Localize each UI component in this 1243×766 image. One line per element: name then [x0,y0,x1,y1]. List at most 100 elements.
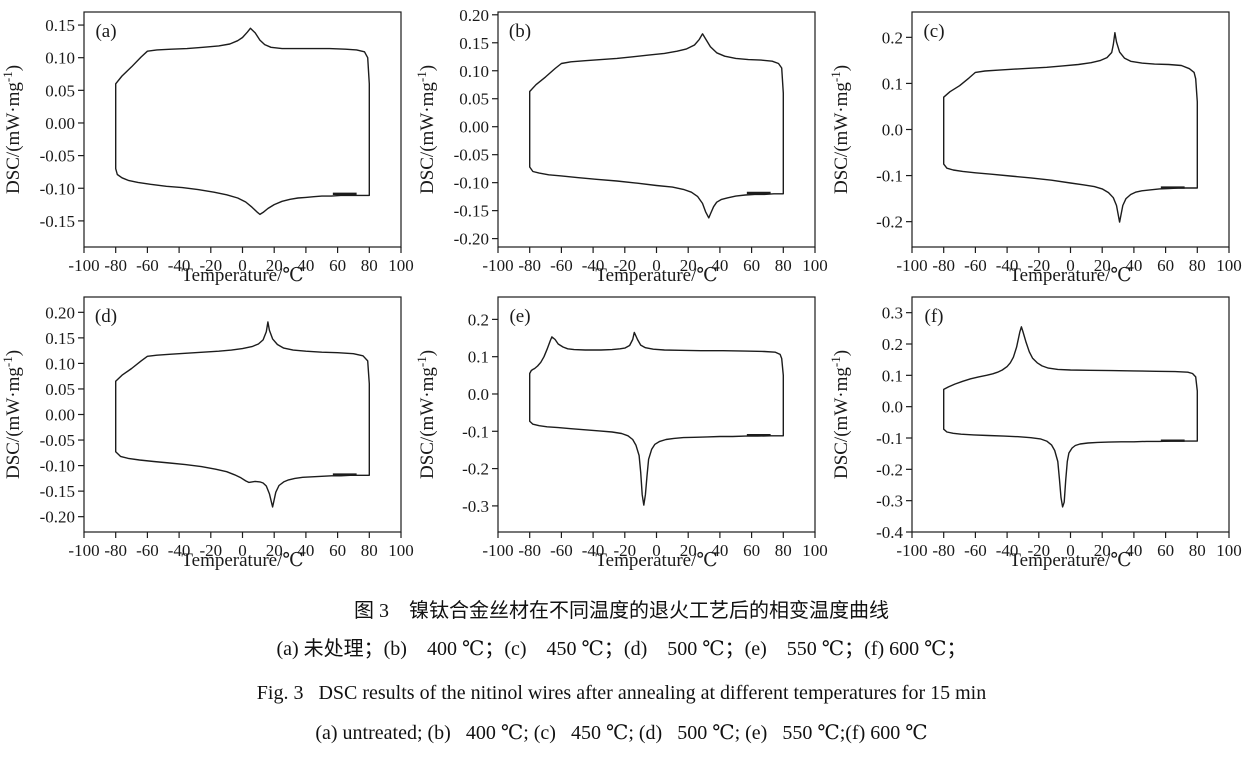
svg-text:-0.05: -0.05 [40,147,75,166]
svg-text:0.0: 0.0 [468,385,489,404]
svg-text:60: 60 [743,256,760,275]
svg-text:Temperature/℃: Temperature/℃ [595,550,717,570]
svg-text:DSC/(mW·mg-1): DSC/(mW·mg-1) [828,350,852,479]
svg-text:20: 20 [1094,256,1111,275]
dsc-chart-a: -100 -80 -60 -40 -20 0 20 40 60 80 100 0.15 0.10 0.05… [0,11,414,285]
svg-text:-100: -100 [68,541,99,560]
svg-text:-40: -40 [168,256,191,275]
dsc-chart-c: -100 -80 -60 -40 -20 0 20 40 60 80 100 0.2 0.1 0.0 -0.… [828,11,1242,285]
svg-text:(b): (b) [509,21,531,42]
svg-text:-0.15: -0.15 [40,482,75,501]
svg-text:0.0: 0.0 [882,121,903,140]
svg-text:DSC/(mW·mg-1): DSC/(mW·mg-1) [414,350,438,479]
caption-en-title: Fig. 3 DSC results of the nitinol wires … [256,682,987,704]
svg-text:100: 100 [1216,541,1242,560]
dsc-panel-d: -100 -80 -60 -40 -20 0 20 40 60 80 100 0.20 0.15 0.10… [0,285,414,570]
svg-text:0: 0 [652,256,661,275]
svg-text:-80: -80 [518,541,541,560]
dsc-panel-c: -100 -80 -60 -40 -20 0 20 40 60 80 100 0.2 0.1 0.0 -0.… [828,0,1242,285]
svg-text:20: 20 [680,256,697,275]
svg-text:0: 0 [1066,541,1075,560]
svg-text:-0.3: -0.3 [462,497,489,516]
svg-text:-100: -100 [896,256,927,275]
svg-text:-100: -100 [68,256,99,275]
svg-text:DSC/(mW·mg-1): DSC/(mW·mg-1) [0,65,24,194]
svg-text:-40: -40 [996,541,1019,560]
svg-text:0.15: 0.15 [45,329,75,348]
svg-text:0.10: 0.10 [45,49,75,68]
svg-text:-20: -20 [199,541,222,560]
svg-text:40: 40 [1125,541,1142,560]
svg-text:-60: -60 [136,256,159,275]
svg-text:40: 40 [297,541,314,560]
svg-text:0.20: 0.20 [459,6,489,25]
svg-text:20: 20 [1094,541,1111,560]
svg-text:-0.05: -0.05 [454,146,489,165]
dsc-panel-f: -100 -80 -60 -40 -20 0 20 40 60 80 100 0.3 0.2 0.1 0.0… [828,285,1242,570]
svg-text:0.20: 0.20 [45,303,75,322]
svg-text:DSC/(mW·mg-1): DSC/(mW·mg-1) [0,350,24,479]
svg-text:-0.2: -0.2 [876,460,903,479]
svg-text:0: 0 [238,256,247,275]
svg-text:-40: -40 [582,256,605,275]
svg-text:(e): (e) [509,306,530,327]
svg-text:-100: -100 [896,541,927,560]
svg-text:(f): (f) [925,306,944,327]
svg-text:-0.05: -0.05 [40,431,75,450]
svg-text:-40: -40 [168,541,191,560]
svg-text:20: 20 [266,541,283,560]
svg-text:Temperature/℃: Temperature/℃ [1009,265,1131,285]
svg-text:Temperature/℃: Temperature/℃ [595,265,717,285]
svg-text:-0.2: -0.2 [462,460,489,479]
svg-text:100: 100 [388,256,414,275]
svg-text:(d): (d) [95,306,117,327]
svg-text:(c): (c) [923,21,944,42]
svg-text:-80: -80 [518,256,541,275]
svg-text:-0.1: -0.1 [876,167,903,186]
svg-text:60: 60 [743,541,760,560]
svg-text:-60: -60 [964,541,987,560]
svg-text:0.05: 0.05 [45,81,75,100]
dsc-chart-b: -100 -80 -60 -40 -20 0 20 40 60 80 100 0.20 0.15 0.10… [414,6,828,285]
svg-text:-40: -40 [582,541,605,560]
svg-text:-60: -60 [136,541,159,560]
svg-text:-0.20: -0.20 [454,230,489,249]
svg-text:0.10: 0.10 [45,354,75,373]
svg-text:80: 80 [775,256,792,275]
svg-text:-0.4: -0.4 [876,523,903,542]
svg-text:80: 80 [1189,256,1206,275]
svg-text:0: 0 [652,541,661,560]
svg-text:40: 40 [711,256,728,275]
dsc-panel-e: -100 -80 -60 -40 -20 0 20 40 60 80 100 0.2 0.1 0.0 -0.… [414,285,828,570]
svg-text:0.10: 0.10 [459,62,489,81]
svg-text:-0.1: -0.1 [462,422,489,441]
svg-text:-0.15: -0.15 [454,202,489,221]
svg-text:-100: -100 [482,256,513,275]
svg-text:-60: -60 [550,541,573,560]
svg-text:80: 80 [1189,541,1206,560]
svg-text:0.00: 0.00 [459,118,489,137]
svg-text:0.1: 0.1 [882,74,903,93]
svg-text:40: 40 [297,256,314,275]
svg-text:0: 0 [1066,256,1075,275]
svg-text:-0.1: -0.1 [876,429,903,448]
svg-text:0.05: 0.05 [45,380,75,399]
dsc-chart-f: -100 -80 -60 -40 -20 0 20 40 60 80 100 0.3 0.2 0.1 0.0… [828,296,1242,570]
svg-text:0.05: 0.05 [459,90,489,109]
svg-text:60: 60 [329,256,346,275]
svg-text:-0.3: -0.3 [876,492,903,511]
svg-text:100: 100 [802,541,828,560]
dsc-chart-e: -100 -80 -60 -40 -20 0 20 40 60 80 100 0.2 0.1 0.0 -0.… [414,296,828,570]
svg-text:-0.10: -0.10 [40,457,75,476]
svg-text:0.2: 0.2 [468,310,489,329]
caption-en-subitems: (a) untreated; (b) 400 ℃; (c) 450 ℃; (d)… [315,722,928,744]
svg-text:-20: -20 [613,541,636,560]
svg-text:20: 20 [266,256,283,275]
svg-text:0.3: 0.3 [882,304,903,323]
svg-text:(a): (a) [95,21,116,42]
svg-text:40: 40 [711,541,728,560]
svg-text:-20: -20 [199,256,222,275]
dsc-chart-d: -100 -80 -60 -40 -20 0 20 40 60 80 100 0.20 0.15 0.10… [0,296,414,570]
svg-text:0: 0 [238,541,247,560]
